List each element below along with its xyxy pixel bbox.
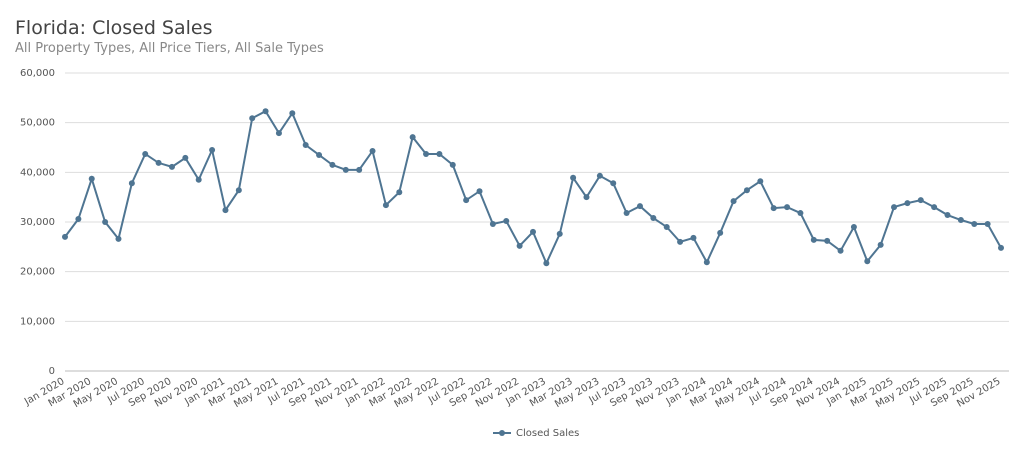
point <box>596 172 603 179</box>
point <box>382 202 389 209</box>
y-tick-label: 30,000 <box>20 217 55 228</box>
point <box>235 187 242 194</box>
point <box>543 260 550 267</box>
point <box>195 176 202 183</box>
point <box>463 197 470 204</box>
point <box>356 166 363 173</box>
y-tick-label: 60,000 <box>20 68 55 79</box>
point <box>770 205 777 212</box>
point <box>824 237 831 244</box>
point <box>570 174 577 181</box>
point <box>971 220 978 227</box>
point <box>329 161 336 168</box>
point <box>904 200 911 207</box>
point <box>302 142 309 149</box>
point <box>944 212 951 219</box>
line <box>64 109 1002 266</box>
chart-title: Florida: Closed Sales <box>15 17 213 39</box>
point <box>650 215 657 222</box>
point <box>998 244 1004 251</box>
point <box>850 223 857 230</box>
point <box>677 238 684 245</box>
point <box>449 161 456 168</box>
point <box>182 154 189 161</box>
point <box>717 229 724 236</box>
point <box>168 163 175 170</box>
point <box>810 236 817 243</box>
point <box>797 210 804 217</box>
y-tick-label: 20,000 <box>20 267 55 278</box>
point <box>476 188 483 195</box>
point <box>837 247 844 254</box>
point <box>249 115 256 122</box>
point <box>489 220 496 227</box>
point <box>342 166 349 173</box>
point <box>516 242 523 249</box>
point <box>636 203 643 210</box>
point <box>877 241 884 248</box>
point <box>142 150 149 157</box>
point <box>409 134 416 141</box>
point <box>784 204 791 211</box>
point <box>128 180 135 187</box>
point <box>984 220 991 227</box>
y-tick-label: 0 <box>49 366 55 377</box>
point <box>155 159 162 166</box>
point <box>222 207 229 214</box>
point <box>757 178 764 185</box>
point <box>396 189 403 196</box>
point <box>316 151 323 158</box>
point <box>663 223 670 230</box>
point <box>957 217 964 224</box>
y-tick-label: 40,000 <box>20 167 55 178</box>
legend-label: Closed Sales <box>516 428 579 439</box>
point <box>610 180 617 187</box>
point <box>262 108 269 115</box>
chart-subtitle: All Property Types, All Price Tiers, All… <box>15 41 324 56</box>
point <box>209 146 216 153</box>
point <box>583 194 590 201</box>
point <box>690 234 697 241</box>
point <box>530 228 536 235</box>
point <box>623 210 630 217</box>
y-tick-label: 50,000 <box>20 118 55 129</box>
y-tick-label: 10,000 <box>20 316 55 327</box>
point <box>115 235 122 242</box>
legend-swatch <box>499 430 505 436</box>
point <box>931 204 938 211</box>
point <box>917 197 924 204</box>
point <box>275 130 282 137</box>
point <box>62 233 68 240</box>
point <box>864 258 871 265</box>
point <box>891 204 898 211</box>
point <box>102 219 109 225</box>
point <box>423 150 430 157</box>
point <box>436 150 443 157</box>
point <box>503 218 510 225</box>
point <box>730 198 737 205</box>
point <box>369 147 376 154</box>
point <box>75 216 82 223</box>
point <box>88 175 95 182</box>
point <box>289 110 296 117</box>
point <box>703 259 710 266</box>
point <box>556 230 563 237</box>
point <box>743 187 750 194</box>
